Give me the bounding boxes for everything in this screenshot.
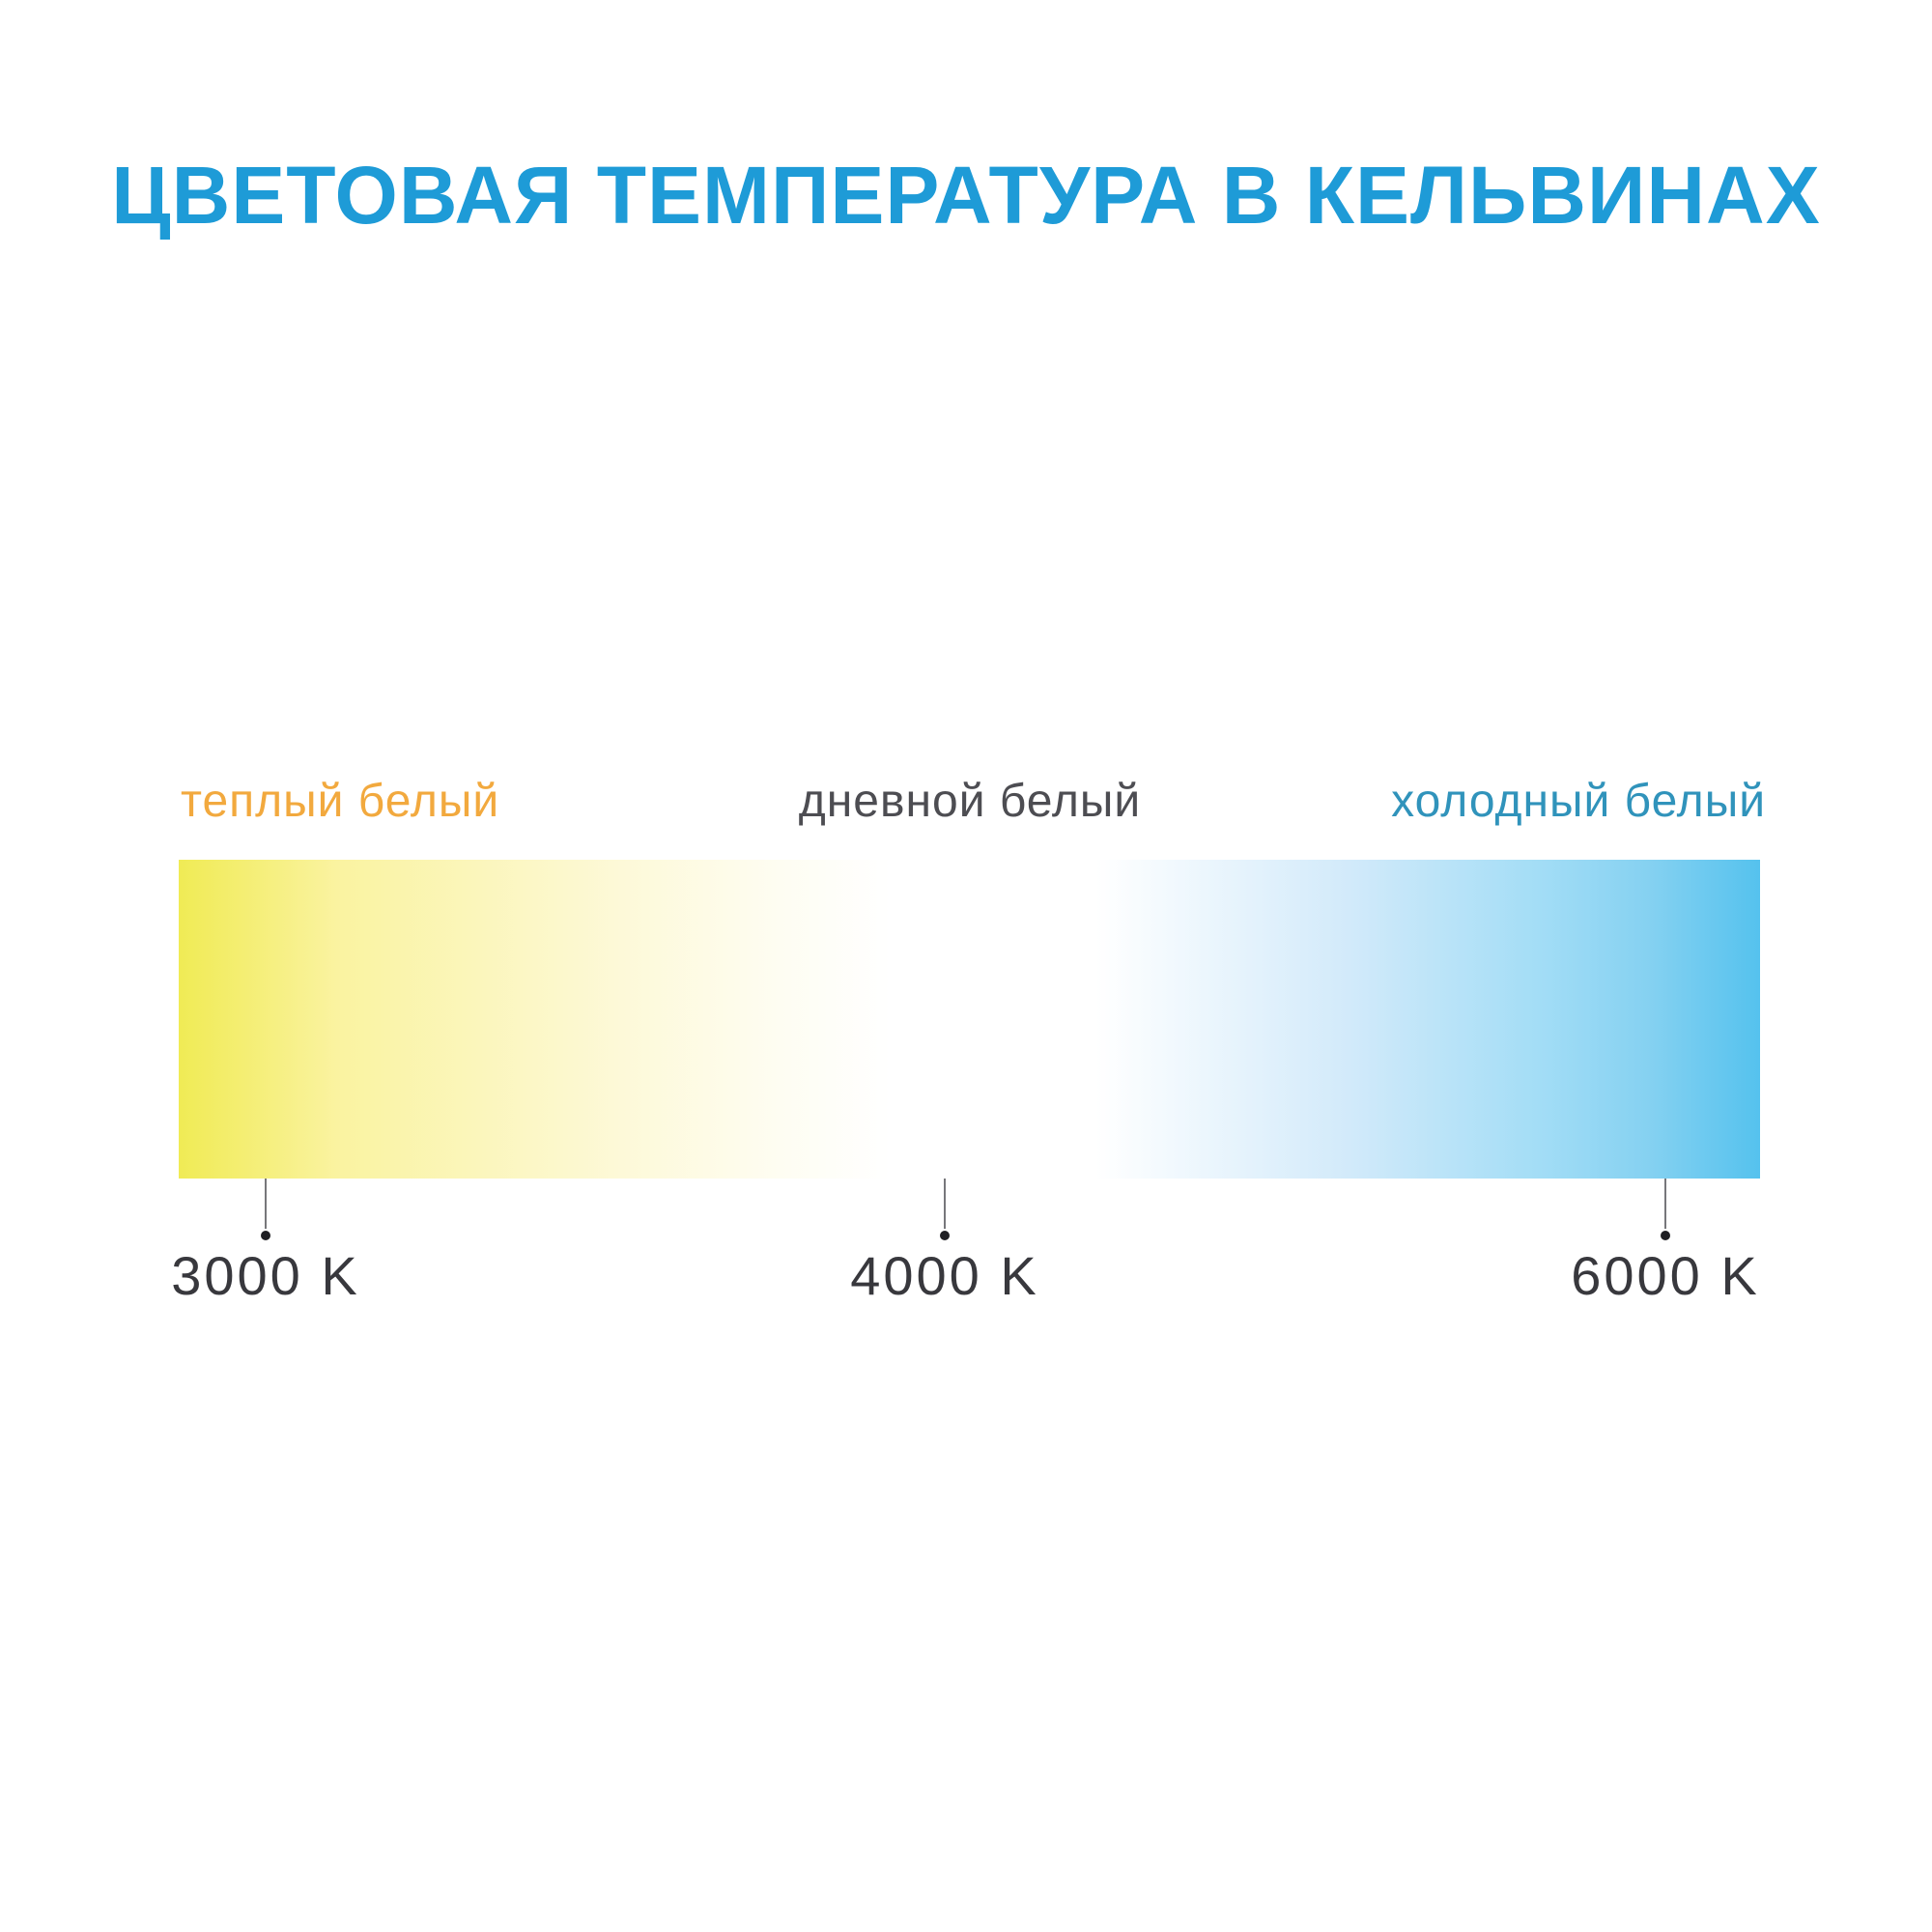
page-title: ЦВЕТОВАЯ ТЕМПЕРАТУРА В КЕЛЬВИНАХ xyxy=(111,150,1821,241)
zone-label-cold-white: холодный белый xyxy=(1391,776,1766,827)
tick-label-6000k: 6000 K xyxy=(1571,1245,1760,1306)
tick-label-4000k: 4000 K xyxy=(850,1245,1039,1306)
tick-dot xyxy=(940,1231,950,1240)
zone-label-warm-white: теплый белый xyxy=(181,776,500,827)
tick-line xyxy=(944,1179,946,1229)
tick-label-3000k: 3000 K xyxy=(171,1245,360,1306)
temperature-gradient-bar xyxy=(179,860,1760,1179)
tick-dot xyxy=(261,1231,270,1240)
tick-dot xyxy=(1661,1231,1670,1240)
zone-label-daylight-white: дневной белый xyxy=(798,776,1142,827)
tick-line xyxy=(265,1179,267,1229)
tick-line xyxy=(1664,1179,1666,1229)
